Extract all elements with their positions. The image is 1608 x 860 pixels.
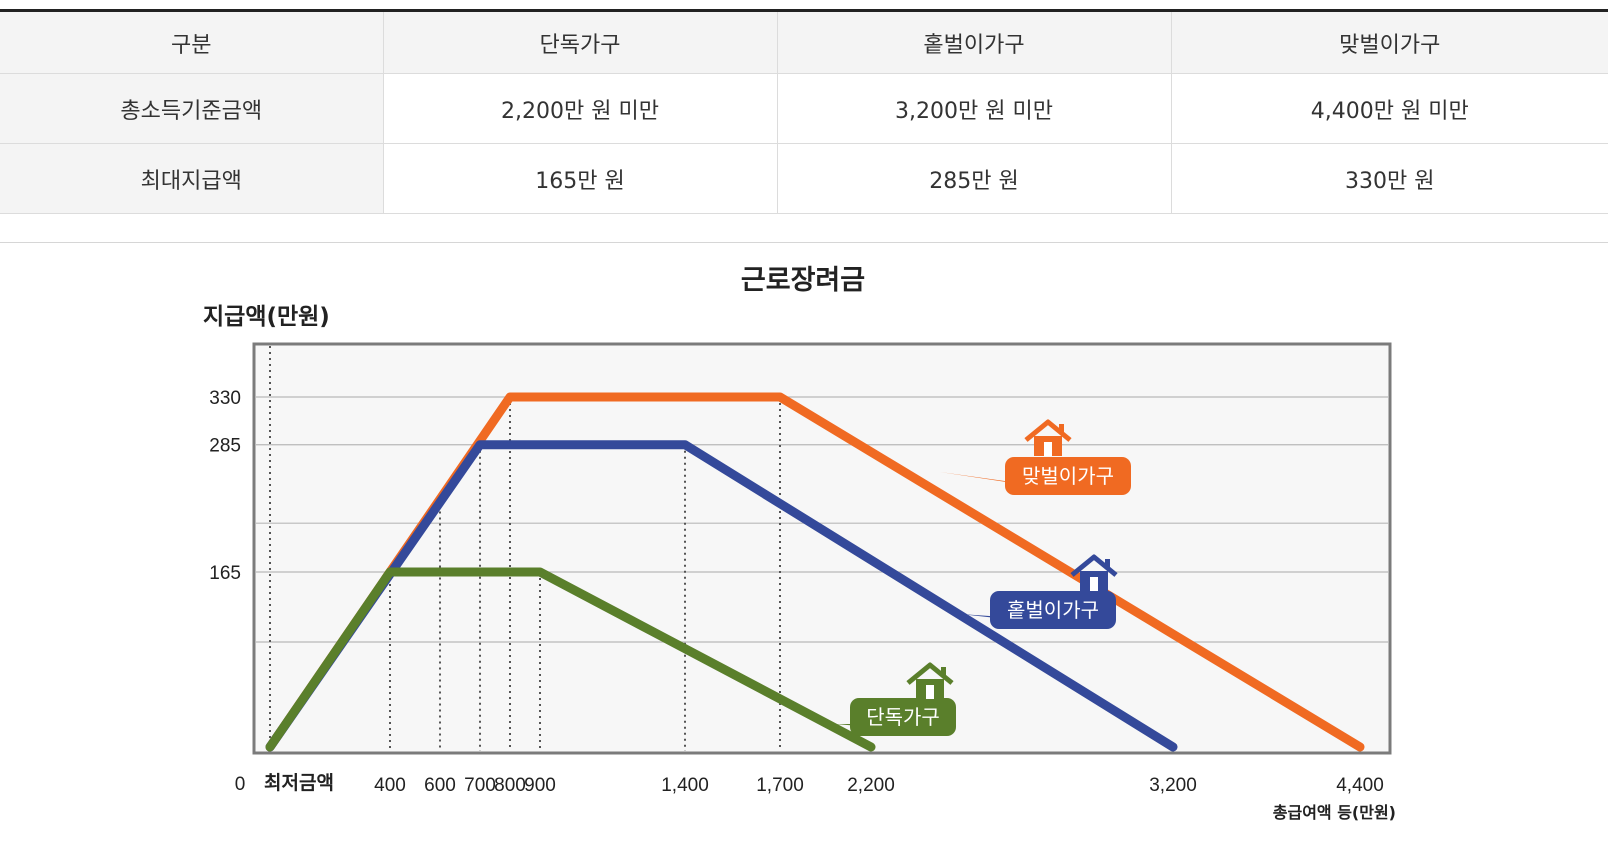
table-cell: 330만 원 (1170, 143, 1608, 214)
table-cell: 4,400만 원 미만 (1170, 73, 1608, 144)
table-cell: 165만 원 (382, 143, 777, 214)
y-axis-label: 지급액(만원) (203, 304, 330, 330)
header-single: 단독가구 (382, 10, 777, 74)
house-door (1090, 577, 1098, 591)
header-dual-earner: 맞벌이가구 (1170, 10, 1608, 74)
callout-box (850, 698, 956, 736)
row-label-income-threshold: 총소득기준금액 (0, 73, 383, 144)
x-tick-label: 1,700 (756, 775, 804, 796)
callout-box (990, 591, 1116, 629)
x-tick-label: 4,400 (1336, 775, 1384, 796)
eitc-criteria-table: 구분 단독가구 홑벌이가구 맞벌이가구 총소득기준금액 2,200만 원 미만 … (0, 9, 1608, 214)
callout-label: 맞벌이가구 (1022, 464, 1114, 488)
table-header-row: 구분 단독가구 홑벌이가구 맞벌이가구 (0, 10, 1608, 74)
callout-label: 단독가구 (866, 705, 940, 729)
table-cell: 3,200만 원 미만 (776, 73, 1171, 144)
header-single-earner: 홑벌이가구 (776, 10, 1171, 74)
y-tick-label: 285 (209, 436, 241, 457)
row-label-max-payment: 최대지급액 (0, 143, 383, 214)
x-axis-label: 총급여액 등(만원) (1273, 803, 1396, 822)
house-door (926, 685, 934, 699)
house-door (1044, 442, 1052, 456)
y-tick-label: 330 (209, 388, 241, 409)
legend-callout-single-earner: 홑벌이가구 (960, 554, 1118, 629)
house-chimney (1059, 424, 1064, 434)
house-chimney (1105, 559, 1110, 569)
table-cell: 2,200만 원 미만 (382, 73, 777, 144)
table-row: 최대지급액 165만 원 285만 원 330만 원 (0, 143, 1608, 214)
x-tick-label: 700 (464, 775, 496, 796)
table-row: 총소득기준금액 2,200만 원 미만 3,200만 원 미만 4,400만 원… (0, 73, 1608, 144)
callout-label: 홑벌이가구 (1007, 598, 1099, 622)
x-origin-label: 최저금액 (264, 772, 334, 794)
callout-box (1005, 457, 1131, 495)
legend-callout-dual-earner: 맞벌이가구 (940, 419, 1131, 495)
legend-callout-single: 단독가구 (835, 662, 956, 736)
header-category: 구분 (0, 10, 383, 74)
x-tick-label: 1,400 (661, 775, 709, 796)
x-tick-label: 800 (494, 775, 526, 796)
y-tick-label: 165 (209, 563, 241, 584)
x-tick-label: 600 (424, 775, 456, 796)
x-tick-label: 900 (524, 775, 556, 796)
house-chimney (941, 667, 946, 677)
chart-title: 근로장려금 (741, 265, 865, 296)
y-zero-label: 0 (235, 774, 246, 795)
table-cell: 285만 원 (776, 143, 1171, 214)
x-tick-label: 3,200 (1149, 775, 1197, 796)
x-tick-label: 400 (374, 775, 406, 796)
x-tick-label: 2,200 (847, 775, 895, 796)
plot-area (252, 342, 1392, 755)
series-line-single (265, 567, 876, 752)
